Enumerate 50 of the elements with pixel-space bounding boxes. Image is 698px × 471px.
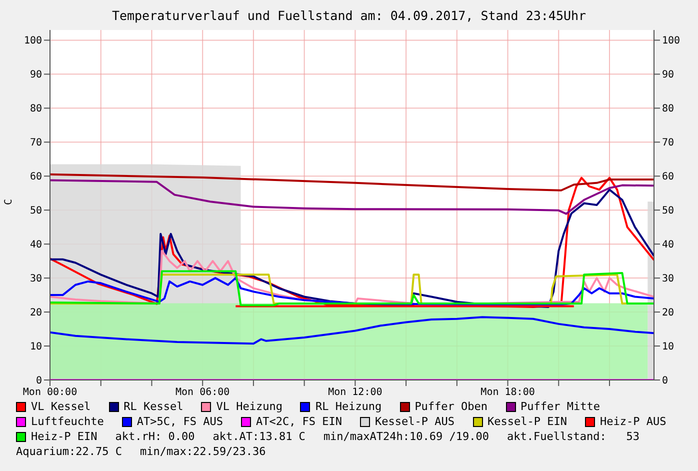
legend-label: Heiz-P AUS [600,415,666,429]
text: Aquarium:22.75 C [16,445,122,459]
line-series [50,179,654,215]
y-tick-label: 70 [30,138,42,149]
y-tick-label: 80 [30,104,42,115]
y2-tick-label: 60 [662,172,674,183]
legend-label: Puffer Oben [414,400,488,414]
text: akt.rH: 0.00 [115,430,195,444]
y-axis-title: C [4,198,15,205]
y2-tick-label: 100 [662,36,680,47]
x-tick-label: Mon 18:00 [480,387,535,398]
y-tick-label: 90 [30,70,42,81]
y2-tick-label: 50 [662,206,674,217]
y2-tick-label: 80 [662,104,674,115]
y-tick-label: 30 [30,274,42,285]
x-tick-label: Mon 00:00 [22,387,78,398]
legend-label: AT>5C, FS AUS [136,415,223,429]
legend-label: Kessel-P AUS [375,415,455,429]
y2-tick-label: 0 [662,376,668,387]
y2-tick-label: 30 [662,274,674,285]
legend-label: Luftfeuchte [31,415,104,429]
legend-label: Heiz-P EIN [31,430,98,444]
x-tick-label: Mon 12:00 [328,387,382,398]
text: min/max:22.59/23.36 [140,445,266,459]
line-series [50,316,654,345]
y2-tick-label: 40 [662,240,674,251]
legend-label: RL Kessel [124,400,184,414]
y2-tick-label: 70 [662,138,674,149]
y-tick-label: 60 [30,172,42,183]
legend-label: AT<2C, FS EIN [256,415,342,429]
y-tick-label: 0 [36,376,42,387]
legend-label: Puffer Mitte [520,400,600,414]
y-tick-label: 10 [30,342,42,353]
y-tick-label: 50 [30,206,42,217]
legend-label: VL Heizung [216,400,282,414]
x-tick-label: Mon 06:00 [175,387,230,398]
legend-label: VL Kessel [31,400,91,414]
text: akt.Fuellstand: 53 [507,430,640,444]
y2-tick-label: 90 [662,70,674,81]
line-series [50,173,654,192]
y-tick-label: 100 [24,36,42,47]
text: min/maxAT24h:10.69 /19.00 [323,430,490,444]
y-tick-label: 20 [30,308,42,319]
text: akt.AT:13.81 C [212,430,306,444]
y2-tick-label: 20 [662,308,674,319]
legend-label: RL Heizung [315,400,382,414]
legend-label: Kessel-P EIN [488,415,568,429]
y2-tick-label: 10 [662,342,674,353]
chart-title: Temperaturverlauf und Fuellstand am: 04.09.2017, Stand 23:45Uhr [110,7,588,25]
y-tick-label: 40 [30,240,42,251]
